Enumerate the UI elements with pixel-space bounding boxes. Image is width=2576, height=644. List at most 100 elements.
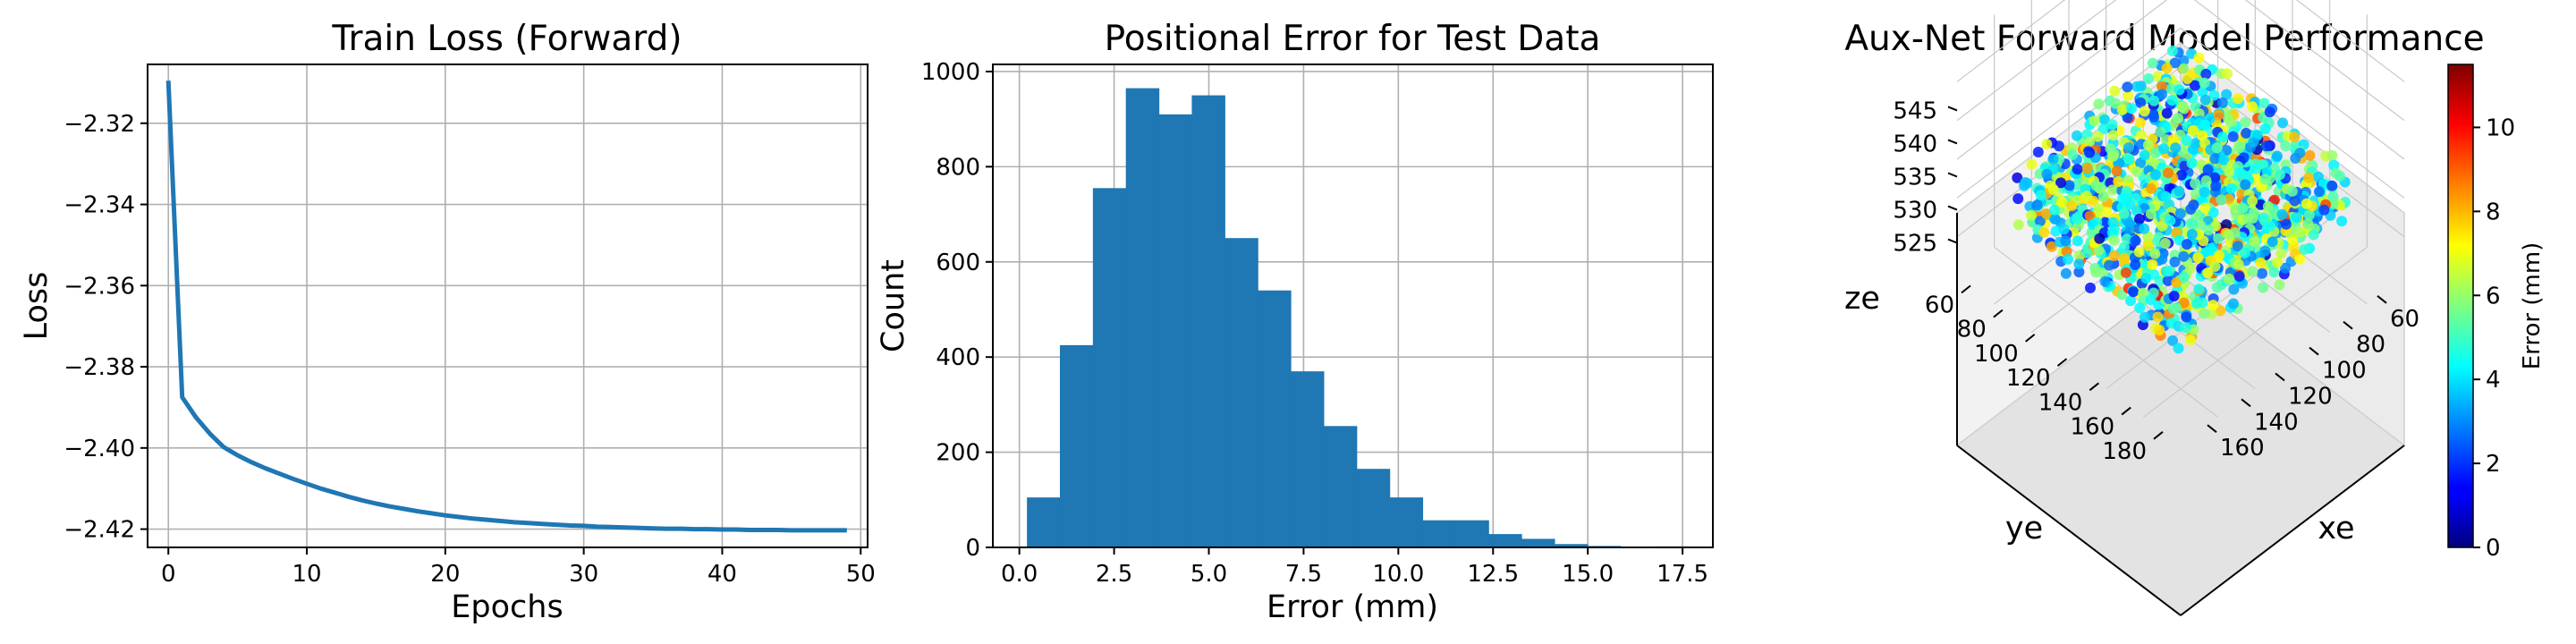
scatter3d-point bbox=[2175, 169, 2187, 181]
scatter3d-point bbox=[2135, 130, 2147, 141]
histogram-axes-frame bbox=[992, 64, 1714, 548]
scatter3d-point bbox=[2126, 103, 2138, 114]
scatter3d-point bbox=[2149, 147, 2161, 158]
histogram-xtick-label: 0.0 bbox=[1001, 561, 1038, 588]
histogram-bar bbox=[1224, 238, 1258, 547]
scatter3d-point bbox=[2152, 311, 2164, 323]
scatter3d-point bbox=[2031, 199, 2043, 211]
scatter3d-point bbox=[2012, 219, 2024, 231]
scatter3d-ytick bbox=[2056, 358, 2068, 367]
scatter3d-ztick-label: 535 bbox=[1893, 165, 1937, 191]
scatter3d-point bbox=[2186, 157, 2198, 169]
scatter3d-point bbox=[2084, 210, 2096, 222]
scatter3d-point bbox=[2139, 311, 2150, 323]
scatter3d-point bbox=[2130, 259, 2141, 270]
scatter3d-xtick-label: 120 bbox=[2288, 383, 2333, 410]
scatter3d-point bbox=[2277, 117, 2289, 129]
scatter3d-point bbox=[2026, 209, 2037, 221]
scatter3d-point bbox=[2149, 248, 2161, 259]
panel-3d-scatter: Aux-Net Forward Model Performance 525 530… bbox=[1844, 0, 2546, 616]
scatter3d-xtick bbox=[2241, 398, 2251, 408]
scatter3d-point bbox=[2143, 73, 2155, 84]
scatter3d-point bbox=[2192, 252, 2204, 264]
scatter3d-point bbox=[2195, 220, 2207, 231]
train-loss-ytick-label: −2.32 bbox=[64, 111, 135, 138]
histogram-bar bbox=[1125, 88, 1160, 548]
scatter3d-point bbox=[2107, 150, 2119, 162]
scatter3d-point bbox=[2213, 233, 2224, 244]
scatter3d-point bbox=[2190, 80, 2200, 91]
scatter3d-point bbox=[2257, 267, 2267, 279]
scatter3d-point bbox=[2318, 178, 2330, 190]
scatter3d-point bbox=[2209, 153, 2221, 165]
scatter3d-ticks: 5255305355405456080100120140160180608010… bbox=[1893, 97, 2419, 464]
scatter3d-point bbox=[2202, 267, 2214, 279]
scatter3d-point bbox=[2094, 233, 2106, 244]
scatter3d-point bbox=[2200, 68, 2212, 80]
scatter3d-xtick bbox=[2207, 424, 2217, 433]
train-loss-ytick-label: −2.40 bbox=[64, 436, 135, 462]
scatter3d-point bbox=[2099, 114, 2110, 125]
histogram-bar bbox=[1059, 344, 1094, 547]
scatter3d-point bbox=[2224, 166, 2235, 178]
train-loss-line bbox=[165, 80, 847, 533]
scatter3d-point bbox=[2148, 112, 2160, 123]
scatter3d-ytick-label: 60 bbox=[1925, 292, 1954, 318]
scatter3d-point bbox=[2193, 284, 2205, 295]
scatter3d-point bbox=[2178, 250, 2190, 262]
scatter3d-point bbox=[2170, 142, 2182, 154]
scatter3d-point bbox=[2063, 180, 2075, 191]
train-loss-grid bbox=[148, 64, 868, 547]
scatter3d-xtick bbox=[2377, 295, 2387, 304]
scatter3d-point bbox=[2133, 246, 2145, 258]
scatter3d-point bbox=[2260, 140, 2272, 152]
scatter3d-point bbox=[2161, 107, 2173, 119]
scatter3d-point bbox=[2223, 113, 2234, 124]
scatter3d-point bbox=[2081, 191, 2092, 202]
train-loss-xlabel: Epochs bbox=[451, 589, 563, 625]
scatter3d-point bbox=[2171, 302, 2182, 313]
scatter3d-point bbox=[2210, 181, 2222, 192]
scatter3d-ytick bbox=[2153, 431, 2164, 440]
scatter3d-point bbox=[2158, 143, 2170, 155]
scatter3d-point bbox=[2134, 302, 2146, 314]
scatter3d-point bbox=[2174, 208, 2186, 219]
scatter3d-point bbox=[2111, 165, 2123, 177]
train-loss-xtick-label: 0 bbox=[161, 561, 176, 588]
histogram-xtick-label: 7.5 bbox=[1285, 561, 1322, 588]
scatter3d-point bbox=[2116, 104, 2128, 115]
scatter3d-point bbox=[2187, 144, 2199, 156]
scatter3d-point bbox=[2182, 73, 2193, 84]
scatter3d-point bbox=[2308, 229, 2319, 241]
scatter3d-point bbox=[2198, 235, 2209, 247]
scatter3d-point bbox=[2131, 165, 2143, 177]
scatter3d-point bbox=[2258, 282, 2269, 293]
scatter3d-point bbox=[2303, 209, 2315, 221]
scatter3d-point bbox=[2122, 81, 2133, 93]
scatter3d-point bbox=[2247, 101, 2258, 113]
scatter3d-point bbox=[2123, 154, 2135, 165]
scatter3d-point bbox=[2130, 235, 2141, 247]
scatter3d-point bbox=[2056, 196, 2067, 208]
scatter3d-point bbox=[2190, 189, 2201, 200]
scatter3d-point bbox=[2247, 195, 2258, 207]
scatter3d-point bbox=[2038, 226, 2050, 238]
scatter3d-point bbox=[2301, 198, 2312, 209]
scatter3d-point bbox=[2199, 119, 2211, 131]
scatter3d-point bbox=[2234, 141, 2246, 153]
scatter3d-ytick-label: 100 bbox=[1974, 341, 2019, 368]
histogram-bar bbox=[1422, 520, 1456, 547]
scatter3d-point bbox=[2213, 109, 2224, 121]
scatter3d-point bbox=[2139, 106, 2150, 117]
histogram-ytick-label: 200 bbox=[936, 440, 980, 467]
train-loss-ytick-label: −2.38 bbox=[64, 354, 135, 381]
scatter3d-point bbox=[2101, 206, 2113, 217]
scatter3d-point bbox=[2272, 257, 2284, 268]
scatter3d-point bbox=[2053, 140, 2064, 152]
scatter3d-point bbox=[2197, 297, 2208, 309]
scatter3d-zlabel: ze bbox=[1844, 281, 1880, 317]
panel-positional-error: Positional Error for Test Data 0.0 2.5 5.0… bbox=[876, 19, 1714, 625]
scatter3d-point bbox=[2281, 218, 2292, 230]
scatter3d-point bbox=[2072, 164, 2083, 175]
